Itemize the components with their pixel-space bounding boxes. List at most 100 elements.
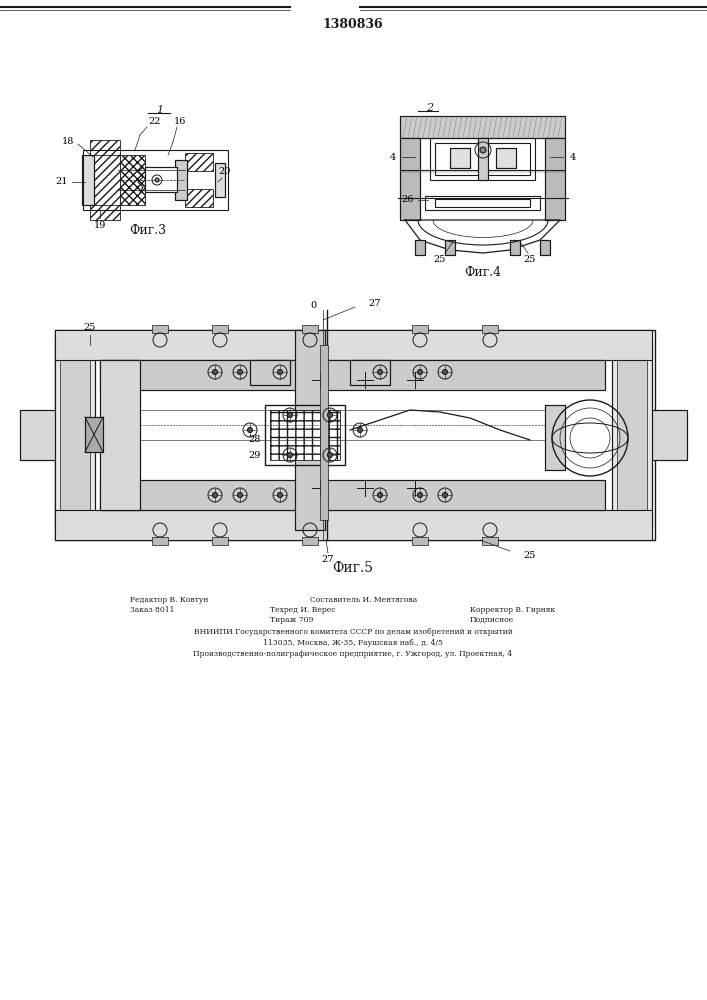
- Text: 1: 1: [156, 105, 163, 115]
- Bar: [302, 537, 318, 545]
- Bar: [85, 417, 103, 452]
- Bar: [545, 405, 565, 470]
- Bar: [400, 138, 420, 220]
- Bar: [82, 155, 94, 205]
- Text: Фиг.5: Фиг.5: [332, 561, 373, 575]
- Bar: [545, 138, 565, 220]
- Bar: [540, 240, 550, 255]
- Bar: [295, 330, 325, 530]
- Bar: [350, 360, 390, 385]
- Text: 25: 25: [524, 550, 536, 560]
- Bar: [55, 330, 652, 360]
- Bar: [20, 410, 70, 460]
- Bar: [617, 360, 647, 510]
- Circle shape: [213, 369, 218, 374]
- Bar: [545, 138, 565, 220]
- Bar: [400, 138, 420, 220]
- Circle shape: [155, 178, 159, 182]
- Bar: [295, 330, 325, 530]
- Text: 25: 25: [524, 255, 536, 264]
- Bar: [445, 240, 455, 255]
- Bar: [612, 340, 652, 530]
- Bar: [435, 143, 530, 175]
- Text: 28: 28: [249, 436, 261, 444]
- Text: Подписное: Подписное: [470, 616, 514, 624]
- Text: ВНИИПИ Государственного комитета СССР по делам изобретений и открытий: ВНИИПИ Государственного комитета СССР по…: [194, 628, 513, 636]
- Bar: [482, 325, 498, 333]
- Bar: [250, 360, 290, 385]
- Bar: [450, 148, 470, 168]
- Text: 20: 20: [218, 167, 231, 176]
- Bar: [400, 116, 565, 138]
- Bar: [510, 240, 520, 255]
- Bar: [482, 537, 498, 545]
- Bar: [82, 155, 94, 205]
- Bar: [100, 480, 605, 510]
- Circle shape: [480, 147, 486, 153]
- Text: Составитель И. Ментягова: Составитель И. Ментягова: [310, 596, 417, 604]
- Bar: [185, 189, 213, 207]
- Bar: [637, 410, 687, 460]
- Circle shape: [278, 492, 283, 497]
- Bar: [415, 240, 425, 255]
- Bar: [145, 167, 177, 192]
- Bar: [412, 325, 428, 333]
- Bar: [120, 155, 145, 205]
- Bar: [185, 153, 213, 171]
- Text: 2: 2: [426, 103, 433, 113]
- Bar: [496, 148, 516, 168]
- Bar: [302, 325, 318, 333]
- Bar: [415, 240, 425, 255]
- Circle shape: [247, 428, 252, 432]
- Bar: [175, 160, 187, 200]
- Circle shape: [443, 492, 448, 497]
- Text: 1380836: 1380836: [322, 18, 383, 31]
- Text: 16: 16: [174, 117, 186, 126]
- Bar: [265, 405, 345, 465]
- Text: 4: 4: [390, 152, 396, 161]
- Bar: [400, 116, 565, 138]
- Bar: [445, 240, 455, 255]
- Bar: [320, 345, 328, 520]
- Bar: [496, 148, 516, 168]
- Bar: [212, 325, 228, 333]
- Text: 18: 18: [62, 137, 74, 146]
- Bar: [55, 340, 95, 530]
- Bar: [350, 360, 390, 385]
- Text: Заказ 8011: Заказ 8011: [130, 606, 175, 614]
- Bar: [540, 240, 550, 255]
- Bar: [55, 340, 95, 530]
- Bar: [612, 340, 652, 530]
- Text: 25: 25: [84, 324, 96, 332]
- Text: 4: 4: [570, 152, 576, 161]
- Bar: [215, 163, 225, 197]
- Bar: [412, 537, 428, 545]
- Text: 21: 21: [56, 178, 69, 186]
- Text: Редактор В. Ковтун: Редактор В. Ковтун: [130, 596, 209, 604]
- Circle shape: [327, 412, 332, 418]
- Bar: [152, 537, 168, 545]
- Bar: [430, 138, 535, 180]
- Bar: [100, 360, 605, 390]
- Bar: [55, 330, 655, 540]
- Circle shape: [288, 412, 293, 418]
- Bar: [90, 140, 120, 155]
- Bar: [85, 417, 103, 452]
- Bar: [100, 360, 605, 390]
- Bar: [510, 240, 520, 255]
- Bar: [100, 360, 140, 510]
- Bar: [250, 360, 290, 385]
- Circle shape: [238, 369, 243, 374]
- Circle shape: [378, 369, 382, 374]
- Text: 25: 25: [434, 255, 446, 264]
- Bar: [215, 163, 225, 197]
- Text: 27: 27: [322, 556, 334, 564]
- Bar: [478, 138, 488, 180]
- Circle shape: [288, 452, 293, 458]
- Bar: [435, 199, 530, 207]
- Text: Производственно-полиграфическое предприятие, г. Ужгород, ул. Проектная, 4: Производственно-полиграфическое предприя…: [194, 650, 513, 658]
- Circle shape: [418, 492, 423, 497]
- Bar: [90, 150, 120, 210]
- Bar: [100, 360, 140, 510]
- Text: 0: 0: [310, 300, 316, 310]
